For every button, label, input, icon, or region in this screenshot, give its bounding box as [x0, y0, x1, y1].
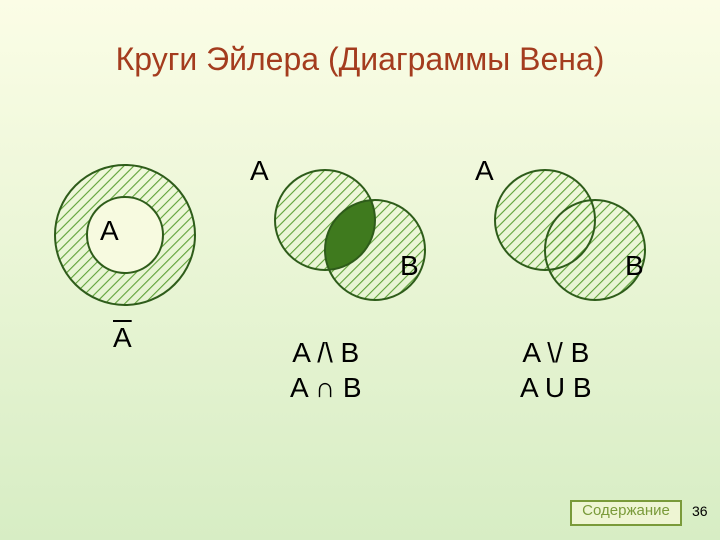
- label-b-3: В: [625, 250, 644, 282]
- contents-button[interactable]: Содержание: [570, 500, 682, 526]
- label-a-bar: А: [113, 322, 132, 354]
- caption-or-logic: A \/ B: [520, 335, 592, 370]
- diagram-a-and-b: [250, 155, 450, 315]
- diagram-not-a: [45, 155, 205, 315]
- label-a-1: А: [100, 215, 119, 247]
- label-b-2: В: [400, 250, 419, 282]
- label-a-3: А: [475, 155, 494, 187]
- caption-and-logic: A /\ B: [290, 335, 362, 370]
- label-a-2: А: [250, 155, 269, 187]
- page-number: 36: [692, 503, 708, 519]
- caption-and-set: A ∩ B: [290, 370, 362, 405]
- caption-union: A \/ B A U B: [520, 335, 592, 405]
- slide-title: Круги Эйлера (Диаграммы Вена): [0, 41, 720, 78]
- caption-or-set: A U B: [520, 370, 592, 405]
- diagram-a-or-b: [470, 155, 670, 315]
- caption-intersection: A /\ B A ∩ B: [290, 335, 362, 405]
